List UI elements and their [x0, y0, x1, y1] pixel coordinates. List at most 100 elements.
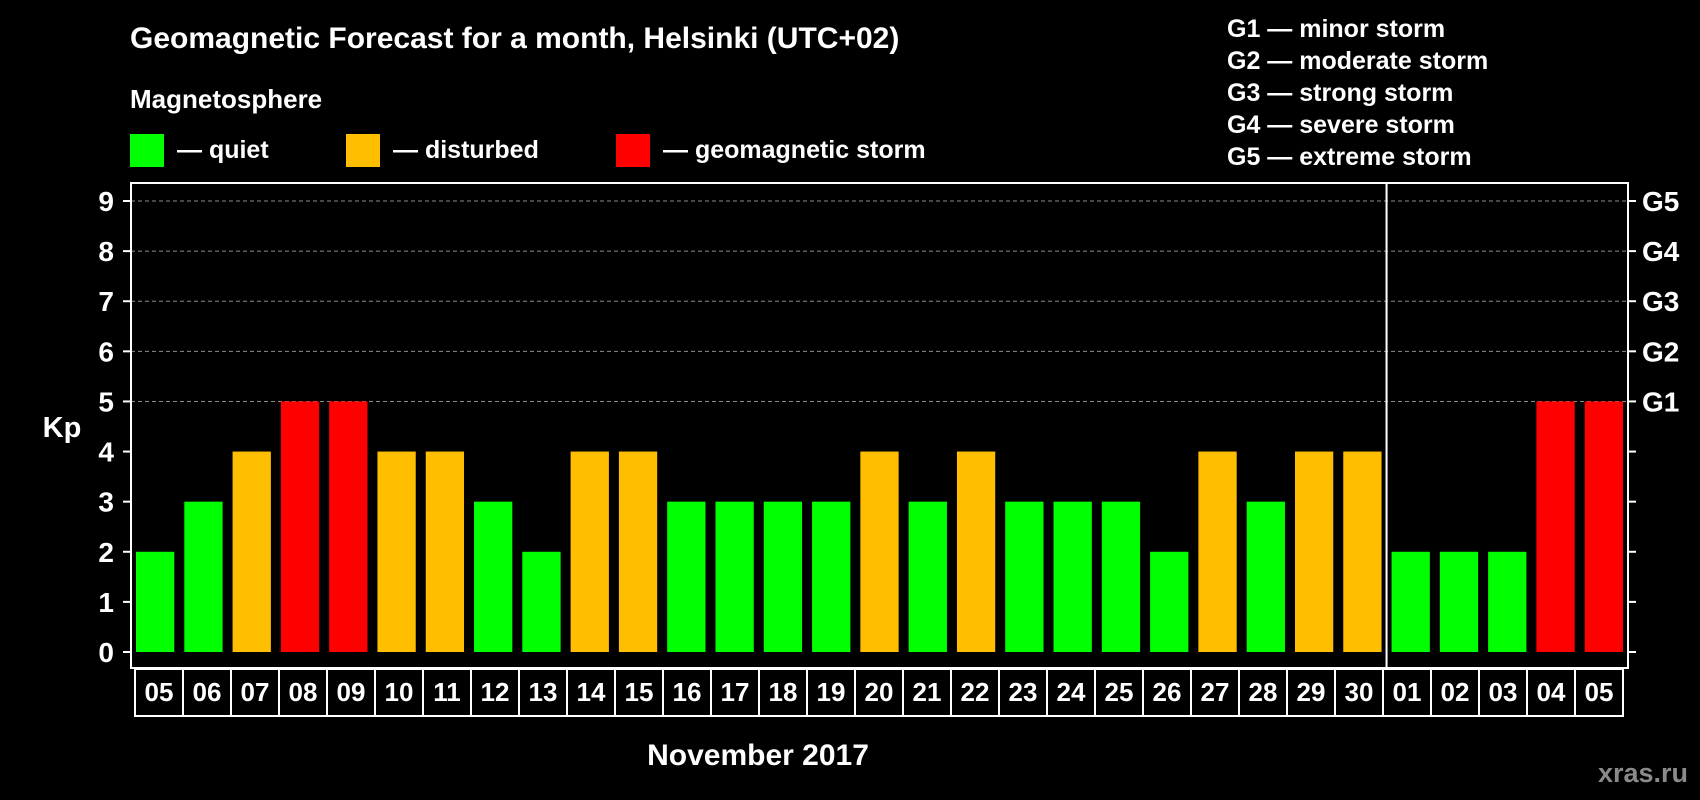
- x-tick-label: 18: [769, 677, 798, 707]
- storm-scale-item: G2 — moderate storm: [1227, 47, 1488, 75]
- storm-scale-item: G1 — minor storm: [1227, 15, 1445, 43]
- storm-scale-item: G4 — severe storm: [1227, 111, 1455, 139]
- bar-09: [329, 401, 368, 652]
- legend-swatch-storm: [616, 134, 650, 167]
- bar-05: [1584, 401, 1623, 652]
- y-tick-label: 0: [98, 637, 114, 668]
- x-axis-box: [134, 668, 1624, 717]
- x-tick-label: 16: [673, 677, 702, 707]
- y-tick-label: 9: [98, 186, 114, 217]
- y-tick-label: 2: [98, 537, 114, 568]
- storm-scale-item: G3 — strong storm: [1227, 79, 1453, 107]
- x-tick-label: 14: [577, 677, 606, 707]
- grid: [131, 200, 1628, 402]
- x-tick-label: 06: [193, 677, 222, 707]
- storm-scale-legend: G1 — minor storm G2 — moderate storm G3 — …: [1227, 15, 1488, 171]
- x-tick-label: 27: [1201, 677, 1230, 707]
- g-scale-ticks: G1 G2 G3 G4 G5: [1628, 186, 1680, 653]
- bar-02: [1439, 551, 1479, 652]
- bar-23: [1005, 501, 1044, 652]
- bar-30: [1343, 451, 1382, 652]
- x-tick-label: 02: [1441, 677, 1470, 707]
- x-tick-label: 05: [145, 677, 174, 707]
- x-axis-ticks: 05 06 07 08 09 10 11 12 13 14 15 16 17 18 19 20 21 22 23 24…: [134, 668, 1624, 717]
- bar-24: [1053, 501, 1092, 652]
- legend-swatch-quiet: [130, 134, 164, 167]
- y-tick-label: 7: [98, 286, 114, 317]
- x-tick-label: 13: [529, 677, 558, 707]
- y-tick-label: 5: [98, 386, 114, 417]
- g-tick-label: G1: [1642, 386, 1679, 417]
- x-axis-label: November 2017: [647, 739, 869, 772]
- y-tick-label: 3: [98, 487, 114, 518]
- x-tick-label: 17: [721, 677, 750, 707]
- legend-swatch-disturbed: [346, 134, 380, 167]
- color-legend: — quiet — disturbed — geomagnetic storm: [130, 134, 926, 167]
- g-tick-label: G3: [1642, 286, 1679, 317]
- x-tick-label: 30: [1345, 677, 1374, 707]
- y-tick-label: 4: [98, 437, 114, 468]
- bar-19: [812, 501, 851, 652]
- bar-17: [715, 501, 754, 652]
- bar-29: [1294, 451, 1334, 652]
- x-tick-label: 26: [1153, 677, 1182, 707]
- bar-12: [474, 501, 513, 652]
- x-tick-label: 03: [1489, 677, 1518, 707]
- x-tick-label: 04: [1537, 677, 1566, 707]
- x-tick-label: 21: [913, 677, 942, 707]
- legend-title: Magnetosphere: [130, 84, 322, 114]
- storm-scale-item: G5 — extreme storm: [1227, 143, 1472, 171]
- bar-01: [1391, 551, 1430, 652]
- bar-25: [1101, 501, 1141, 652]
- x-tick-label: 08: [289, 677, 318, 707]
- bar-07: [232, 451, 271, 652]
- x-tick-label: 28: [1249, 677, 1278, 707]
- x-tick-label: 20: [865, 677, 894, 707]
- g-tick-label: G4: [1642, 236, 1680, 267]
- bar-16: [667, 501, 706, 652]
- y-axis-label: Kp: [43, 412, 82, 444]
- bar-11: [425, 451, 465, 652]
- bar-08: [280, 401, 320, 652]
- x-tick-label: 29: [1297, 677, 1326, 707]
- watermark: xras.ru: [1598, 758, 1688, 788]
- x-tick-label: 09: [337, 677, 366, 707]
- x-tick-label: 24: [1057, 677, 1086, 707]
- x-tick-label: 05: [1585, 677, 1614, 707]
- bar-15: [618, 451, 658, 652]
- x-tick-label: 23: [1009, 677, 1038, 707]
- bar-06: [184, 501, 223, 652]
- x-tick-label: 15: [625, 677, 654, 707]
- x-tick-label: 01: [1393, 677, 1422, 707]
- x-tick-label: 07: [241, 677, 270, 707]
- bar-20: [860, 451, 899, 652]
- bar-05: [136, 551, 175, 652]
- g-tick-label: G2: [1642, 336, 1679, 367]
- bar-14: [570, 451, 609, 652]
- x-tick-label: 19: [817, 677, 846, 707]
- legend-label-storm: — geomagnetic storm: [663, 136, 926, 164]
- x-tick-label: 11: [433, 677, 461, 707]
- y-axis-ticks: 0 1 2 3 4 5 6 7 8 9: [98, 186, 131, 668]
- bar-28: [1246, 501, 1285, 652]
- bar-10: [377, 451, 416, 652]
- x-tick-label: 22: [961, 677, 990, 707]
- bars: [136, 401, 1623, 652]
- bar-21: [908, 501, 947, 652]
- bar-18: [763, 501, 803, 652]
- x-tick-label: 10: [385, 677, 414, 707]
- chart-title: Geomagnetic Forecast for a month, Helsin…: [130, 22, 899, 55]
- legend-label-quiet: — quiet: [177, 136, 269, 164]
- bar-03: [1488, 551, 1527, 652]
- bar-27: [1198, 451, 1237, 652]
- x-tick-label: 25: [1105, 677, 1134, 707]
- bar-13: [522, 551, 561, 652]
- bar-26: [1150, 551, 1189, 652]
- bar-04: [1536, 401, 1575, 652]
- y-tick-label: 8: [98, 236, 114, 267]
- bar-22: [956, 451, 996, 652]
- x-tick-label: 12: [481, 677, 510, 707]
- y-tick-label: 1: [98, 587, 114, 618]
- g-tick-label: G5: [1642, 186, 1679, 217]
